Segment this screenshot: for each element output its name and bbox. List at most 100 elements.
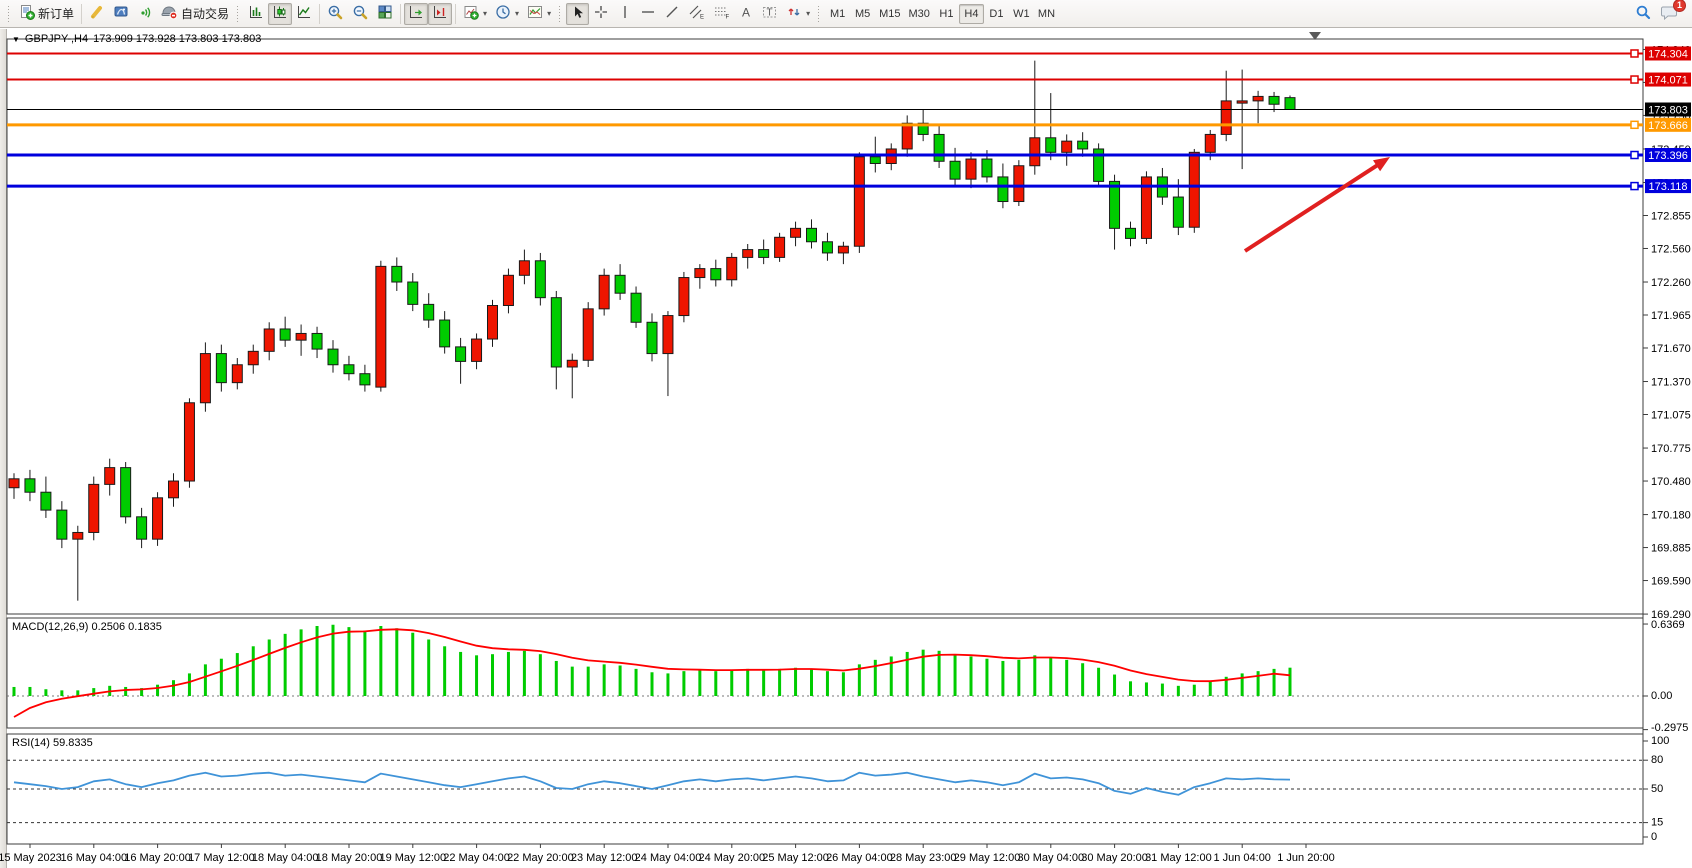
- chart-shift-marker[interactable]: [1309, 32, 1321, 40]
- zoom-out-button[interactable]: [348, 3, 373, 25]
- candlestick[interactable]: [247, 350, 259, 366]
- candlestick[interactable]: [72, 531, 84, 540]
- candlestick[interactable]: [742, 249, 754, 258]
- trendline-button[interactable]: [660, 3, 684, 25]
- timeframe-m5-button[interactable]: M5: [854, 7, 871, 20]
- timeframe-w1-button[interactable]: W1: [1013, 7, 1030, 20]
- timeframe-mn-button[interactable]: MN: [1037, 7, 1056, 20]
- candlestick[interactable]: [40, 491, 52, 511]
- candlestick[interactable]: [1140, 176, 1152, 239]
- candlestick[interactable]: [8, 478, 20, 489]
- candlestick[interactable]: [694, 268, 706, 279]
- line-handle-marker[interactable]: [1630, 120, 1639, 130]
- candlestick[interactable]: [104, 467, 116, 485]
- line-chart-button[interactable]: [292, 3, 316, 25]
- candlestick[interactable]: [1029, 137, 1041, 167]
- candlestick[interactable]: [1236, 100, 1248, 104]
- signals-button[interactable]: [133, 3, 157, 25]
- candlestick[interactable]: [455, 346, 467, 362]
- search-button[interactable]: [1631, 3, 1656, 25]
- crayon-button[interactable]: [85, 3, 109, 25]
- candlestick[interactable]: [279, 328, 291, 341]
- bar-chart-button[interactable]: [244, 3, 268, 25]
- candlestick[interactable]: [550, 297, 562, 368]
- candlestick[interactable]: [630, 292, 642, 323]
- candlestick[interactable]: [487, 304, 498, 340]
- candlestick[interactable]: [837, 245, 849, 254]
- equidistant-channel-button[interactable]: E: [684, 3, 709, 25]
- chart-plot-svg[interactable]: 174.340174.045173.750173.450173.150172.8…: [0, 29, 1692, 868]
- candlestick[interactable]: [439, 319, 451, 348]
- candlestick[interactable]: [120, 467, 132, 518]
- line-handle-marker[interactable]: [1630, 49, 1639, 58]
- candlestick[interactable]: [136, 516, 148, 540]
- text-label-button[interactable]: T: [757, 3, 782, 25]
- candlestick[interactable]: [263, 328, 275, 352]
- trend-arrow-line[interactable]: [1243, 161, 1382, 253]
- line-handle-marker[interactable]: [1630, 75, 1639, 84]
- candlestick[interactable]: [949, 160, 961, 180]
- candlestick[interactable]: [774, 236, 786, 258]
- candlestick[interactable]: [662, 315, 674, 355]
- candlestick[interactable]: [24, 478, 36, 493]
- candlestick[interactable]: [965, 158, 977, 180]
- candlestick[interactable]: [1172, 196, 1184, 228]
- candlestick[interactable]: [1284, 97, 1296, 110]
- candlestick[interactable]: [183, 402, 195, 482]
- candlestick[interactable]: [790, 227, 802, 238]
- timeframe-m30-button[interactable]: M30: [908, 7, 930, 20]
- candlestick[interactable]: [869, 156, 881, 165]
- templates-button[interactable]: ▾: [523, 3, 555, 25]
- candlestick[interactable]: [295, 332, 307, 341]
- timeframe-m15-button[interactable]: M15: [879, 7, 901, 20]
- candlestick[interactable]: [1204, 133, 1216, 153]
- candlestick[interactable]: [1220, 100, 1232, 135]
- new-order-button[interactable]: 新订单: [15, 3, 78, 25]
- candlestick[interactable]: [566, 359, 578, 368]
- candlestick[interactable]: [534, 260, 546, 299]
- chart-symbol-title[interactable]: ▼ GBPJPY-,H4 173.909 173.928 173.803 173…: [12, 33, 261, 45]
- candlestick[interactable]: [933, 133, 945, 162]
- horizontal-line-button[interactable]: [636, 3, 660, 25]
- mql-community-button[interactable]: [109, 3, 133, 25]
- candlestick[interactable]: [311, 332, 323, 350]
- candlestick[interactable]: [598, 274, 610, 310]
- candlestick[interactable]: [1268, 95, 1280, 105]
- toolbar-grip[interactable]: [7, 4, 12, 23]
- candlestick[interactable]: [1013, 165, 1025, 203]
- candlestick[interactable]: [88, 483, 100, 533]
- chart-shift-button[interactable]: [428, 2, 453, 25]
- auto-trading-button[interactable]: 自动交易: [157, 3, 233, 25]
- candlestick[interactable]: [423, 303, 435, 321]
- candlestick[interactable]: [152, 497, 164, 540]
- candlestick[interactable]: [901, 122, 913, 150]
- candlestick[interactable]: [502, 274, 514, 306]
- candlestick[interactable]: [806, 227, 817, 243]
- candlestick[interactable]: [1188, 151, 1200, 228]
- candlestick[interactable]: [1093, 148, 1105, 182]
- trend-arrow-head[interactable]: [1373, 157, 1390, 172]
- candlestick[interactable]: [518, 260, 530, 276]
- chat-button[interactable]: 1: [1656, 0, 1686, 25]
- candlestick[interactable]: [917, 122, 929, 135]
- candlestick[interactable]: [646, 321, 658, 355]
- candlestick[interactable]: [391, 265, 403, 283]
- candlestick[interactable]: [407, 281, 419, 305]
- fibonacci-button[interactable]: F: [709, 3, 734, 25]
- candlestick[interactable]: [375, 265, 387, 388]
- zoom-in-button[interactable]: [323, 3, 348, 25]
- candlestick[interactable]: [199, 353, 211, 404]
- periods-button[interactable]: ▾: [491, 3, 523, 25]
- candlestick[interactable]: [471, 338, 483, 362]
- tile-windows-button[interactable]: [373, 3, 397, 25]
- candlestick[interactable]: [710, 268, 722, 281]
- candlestick[interactable]: [343, 364, 355, 375]
- candlestick[interactable]: [582, 308, 594, 361]
- candlestick[interactable]: [1061, 140, 1073, 153]
- candlestick[interactable]: [1109, 180, 1121, 229]
- candlestick[interactable]: [1252, 95, 1264, 102]
- candlestick[interactable]: [726, 256, 738, 281]
- candlestick-chart-button[interactable]: [268, 2, 293, 25]
- crosshair-button[interactable]: [589, 3, 613, 25]
- candlestick[interactable]: [981, 158, 993, 178]
